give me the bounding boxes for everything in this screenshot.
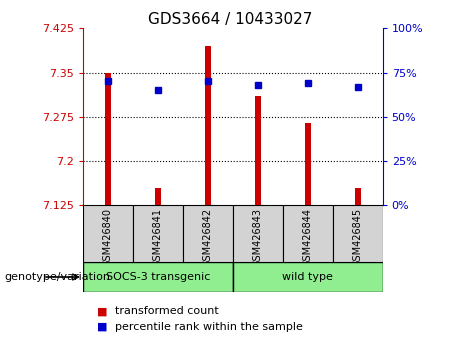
- Text: GDS3664 / 10433027: GDS3664 / 10433027: [148, 12, 313, 27]
- Bar: [355, 188, 361, 205]
- Bar: [83, 205, 133, 262]
- Text: genotype/variation: genotype/variation: [5, 272, 111, 282]
- Bar: [105, 73, 111, 205]
- Bar: [205, 46, 211, 205]
- Text: GSM426845: GSM426845: [353, 208, 363, 267]
- Text: percentile rank within the sample: percentile rank within the sample: [115, 322, 303, 332]
- Bar: [233, 262, 383, 292]
- Text: GSM426842: GSM426842: [203, 208, 213, 267]
- Bar: [305, 123, 311, 205]
- Bar: [133, 205, 183, 262]
- Text: ■: ■: [97, 322, 107, 332]
- Text: ■: ■: [97, 306, 107, 316]
- Text: transformed count: transformed count: [115, 306, 219, 316]
- Bar: [333, 205, 383, 262]
- Bar: [283, 205, 333, 262]
- Bar: [155, 188, 161, 205]
- Text: SOCS-3 transgenic: SOCS-3 transgenic: [106, 272, 210, 282]
- Text: wild type: wild type: [282, 272, 333, 282]
- Bar: [83, 262, 233, 292]
- Text: GSM426844: GSM426844: [303, 208, 313, 267]
- Text: GSM426840: GSM426840: [103, 208, 113, 267]
- Bar: [183, 205, 233, 262]
- Bar: [233, 205, 283, 262]
- Text: GSM426841: GSM426841: [153, 208, 163, 267]
- Text: GSM426843: GSM426843: [253, 208, 263, 267]
- Bar: [255, 96, 261, 205]
